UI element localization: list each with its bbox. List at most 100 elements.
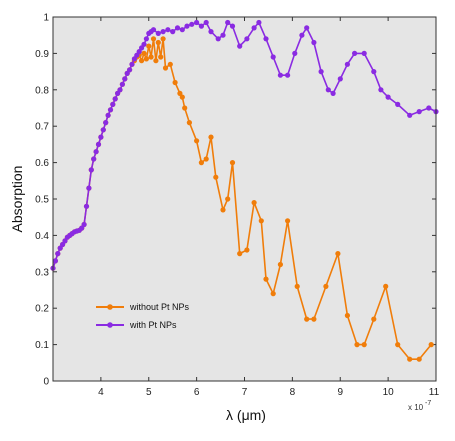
y-tick-label: 0.4 (35, 231, 49, 242)
x-tick-label: 10 (383, 387, 395, 398)
data-point-without-pt (160, 36, 166, 42)
data-point-without-pt (371, 316, 377, 322)
data-point-with-pt (371, 69, 377, 75)
data-point-with-pt (95, 141, 102, 147)
data-point-without-pt (158, 54, 164, 60)
data-point-with-pt (91, 156, 97, 162)
data-point-with-pt (88, 167, 94, 173)
data-point-with-pt (208, 29, 214, 35)
data-point-with-pt (263, 36, 269, 42)
y-tick-label: 0.6 (35, 158, 49, 169)
data-point-with-pt (385, 94, 391, 100)
legend-marker-without-pt (107, 304, 113, 310)
data-point-without-pt (251, 200, 257, 206)
data-point-with-pt (395, 101, 401, 107)
data-point-with-pt (378, 87, 384, 93)
data-point-with-pt (270, 54, 276, 60)
data-point-without-pt (182, 105, 188, 111)
data-point-without-pt (344, 312, 350, 319)
data-point-with-pt (304, 25, 310, 31)
data-point-with-pt (136, 49, 142, 55)
data-point-without-pt (143, 56, 149, 62)
data-point-with-pt (244, 36, 250, 42)
data-point-without-pt (323, 283, 329, 289)
x-multiplier-label: x 10 (408, 403, 424, 412)
x-tick-label: 7 (242, 387, 248, 398)
data-point-without-pt (270, 291, 276, 297)
data-point-with-pt (184, 23, 190, 29)
data-point-with-pt (194, 19, 200, 26)
data-point-with-pt (81, 221, 87, 228)
x-multiplier-exponent: -7 (425, 400, 431, 407)
y-tick-label: 0.2 (35, 304, 49, 315)
data-point-without-pt (354, 342, 360, 348)
data-point-with-pt (98, 134, 104, 140)
data-point-without-pt (383, 283, 389, 289)
data-point-without-pt (237, 251, 243, 257)
data-point-without-pt (150, 36, 157, 42)
data-point-with-pt (110, 101, 116, 107)
data-point-without-pt (225, 196, 231, 202)
data-point-without-pt (139, 58, 145, 64)
data-point-with-pt (174, 25, 181, 31)
data-point-without-pt (162, 65, 169, 71)
data-point-without-pt (148, 54, 154, 60)
data-point-without-pt (395, 342, 401, 348)
data-point-with-pt (318, 69, 324, 75)
data-point-with-pt (165, 27, 171, 33)
data-point-without-pt (186, 120, 192, 126)
data-point-with-pt (330, 90, 336, 96)
data-point-with-pt (325, 87, 331, 93)
data-point-with-pt (237, 43, 243, 49)
series-with-pt (50, 19, 439, 271)
y-tick-label: 0.7 (35, 122, 49, 133)
data-point-without-pt (361, 342, 367, 348)
data-point-with-pt (361, 50, 367, 57)
data-point-without-pt (146, 43, 152, 49)
data-point-with-pt (198, 23, 204, 29)
legend-label-without-pt: without Pt NPs (129, 302, 190, 312)
data-point-without-pt (172, 79, 178, 86)
series-line-with-pt (52, 21, 437, 269)
data-point-with-pt (251, 25, 257, 31)
data-point-with-pt (117, 87, 123, 93)
data-point-with-pt (83, 203, 90, 209)
data-point-without-pt (208, 134, 214, 140)
data-point-with-pt (203, 19, 209, 26)
data-point-without-pt (335, 251, 341, 257)
data-point-without-pt (141, 50, 147, 57)
data-point-without-pt (304, 316, 310, 322)
x-tick-label: 8 (290, 387, 296, 398)
plot-frame (52, 16, 437, 382)
data-point-with-pt (160, 29, 166, 35)
data-point-with-pt (112, 96, 118, 102)
data-point-with-pt (105, 112, 111, 118)
data-point-without-pt (416, 356, 422, 362)
data-point-with-pt (426, 105, 432, 111)
data-point-without-pt (285, 218, 291, 224)
data-point-with-pt (62, 238, 68, 244)
data-point-without-pt (167, 61, 173, 67)
data-point-with-pt (416, 109, 422, 115)
legend-item-without-pt: without Pt NPs (96, 302, 190, 312)
data-point-with-pt (256, 19, 262, 26)
data-point-with-pt (229, 23, 236, 29)
data-point-without-pt (153, 58, 159, 64)
legend-label-with-pt: with Pt NPs (129, 320, 177, 330)
data-point-without-pt (263, 276, 269, 282)
data-point-with-pt (155, 30, 161, 36)
y-tick-label: 0.3 (35, 267, 49, 278)
x-tick-label: 4 (98, 387, 104, 398)
data-point-with-pt (179, 27, 185, 33)
data-point-with-pt (407, 112, 413, 118)
data-point-with-pt (292, 50, 298, 57)
data-point-without-pt (198, 160, 204, 166)
y-tick-label: 0.5 (35, 195, 49, 206)
x-tick-label: 9 (337, 387, 343, 398)
data-point-with-pt (86, 185, 92, 191)
data-point-with-pt (52, 258, 59, 264)
legend: without Pt NPs with Pt NPs (96, 302, 190, 330)
data-point-with-pt (337, 76, 343, 82)
data-point-without-pt (294, 283, 300, 289)
data-point-with-pt (129, 61, 135, 67)
